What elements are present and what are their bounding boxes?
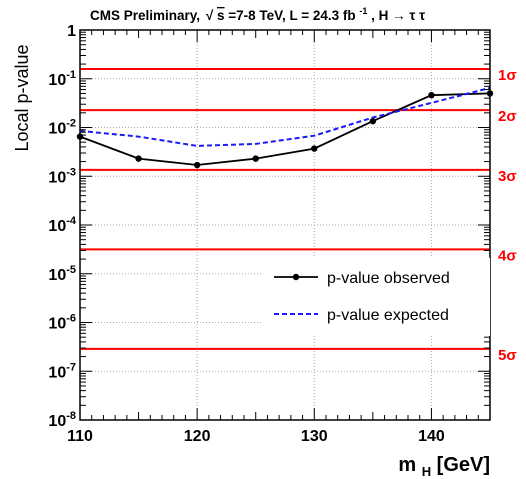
tick-labels: 110 120 130 140110-110-210-310-410-510-610-… [48,23,444,445]
y-tick-exponent: -8 [66,410,76,422]
x-tick-label: 110 [67,428,93,445]
sigma-label: 5σ [498,347,517,364]
legend-box [262,258,490,336]
sigma-label: 4σ [498,247,517,264]
sigma-lines: 1σ 2σ 3σ 4σ 5σ [80,67,517,364]
y-tick-base: 10 [48,218,66,235]
observed-point [252,155,259,162]
sigma-label: 3σ [498,168,517,185]
title-sqrt-symbol: √ [206,8,214,23]
legend-label: p-value observed [327,270,450,287]
title-lumi-exponent: -1 [359,6,367,16]
title-energy: =7-8 TeV, L = 24.3 fb [228,8,355,23]
chart-title: CMS Preliminary, √ s =7-8 TeV, L = 24.3 … [90,2,425,23]
title-channel: , H → τ τ [371,8,425,23]
observed-pvalue-line [79,92,491,166]
y-tick-base: 10 [48,316,66,333]
legend-marker-observed [292,273,300,281]
x-axis-label-sub: H [422,464,431,479]
expected-pvalue-line [79,86,491,147]
legend: p-value observed p-value expected [262,258,490,336]
y-tick-base: 10 [48,72,66,89]
y-tick-base: 1 [67,23,76,40]
y-tick-label: 1 [67,23,76,40]
y-tick-exponent: -2 [66,118,76,130]
title-sqrt-arg: s [217,8,225,23]
sigma-label: 2σ [498,108,517,125]
x-axis-label: m H [GeV] [398,454,490,479]
observed-point [428,91,435,99]
x-tick-label: 120 [184,428,211,445]
y-tick-exponent: -6 [66,313,76,325]
y-tick-base: 10 [48,169,66,186]
y-tick-exponent: -4 [66,215,77,227]
legend-label: p-value expected [327,307,449,324]
observed-point [135,155,142,162]
y-tick-exponent: -5 [66,264,76,276]
x-tick-label: 130 [301,428,328,445]
y-tick-label: 10-8 [48,410,76,430]
y-tick-label: 10-5 [48,264,76,284]
grid-lines [80,30,490,420]
observed-point [193,161,201,169]
x-axis-label-main: m [398,454,416,476]
y-axis-label: Local p-value [12,44,32,151]
y-tick-label: 10-6 [48,313,76,333]
y-tick-base: 10 [48,364,66,381]
y-tick-label: 10-2 [48,118,76,138]
y-tick-base: 10 [48,121,66,138]
y-tick-label: 10-1 [48,69,76,89]
y-tick-exponent: -3 [66,166,76,178]
y-tick-exponent: -1 [66,69,76,81]
y-tick-base: 10 [48,413,66,430]
title-prefix: CMS Preliminary, [90,8,200,23]
x-tick-label: 140 [418,428,445,445]
y-tick-label: 10-4 [48,215,76,235]
x-axis-label-unit: [GeV] [437,454,490,476]
sigma-label: 1σ [498,67,517,84]
y-tick-base: 10 [48,267,66,284]
y-tick-label: 10-3 [48,166,76,186]
y-tick-label: 10-7 [48,361,76,381]
y-tick-exponent: -7 [66,361,76,373]
observed-point [369,117,377,125]
data-series [76,86,494,169]
observed-point [311,145,318,152]
